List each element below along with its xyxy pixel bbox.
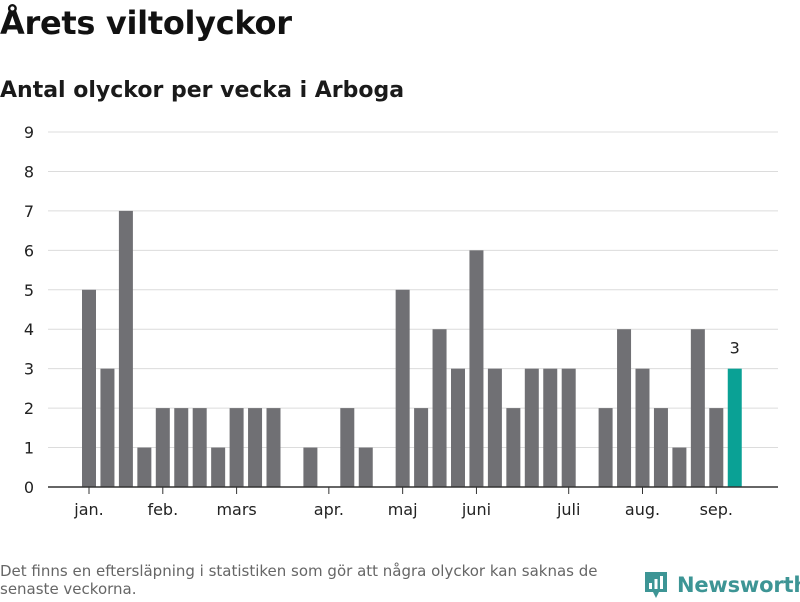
bar — [100, 368, 115, 487]
bar — [155, 408, 170, 487]
bar — [432, 329, 447, 487]
x-tick-label: maj — [388, 500, 418, 519]
bar — [690, 329, 705, 487]
y-tick-label: 1 — [24, 439, 34, 458]
bar — [192, 408, 207, 487]
data-labels: 3 — [730, 339, 740, 358]
gridlines — [48, 131, 778, 449]
bar — [82, 289, 96, 487]
y-tick-label: 8 — [24, 162, 34, 181]
bar — [340, 408, 355, 487]
bar — [266, 408, 281, 487]
y-tick-label: 6 — [24, 241, 34, 260]
bar — [598, 408, 613, 487]
bar — [617, 329, 632, 487]
bar — [137, 447, 152, 487]
chart-title: Årets viltolyckor — [0, 4, 292, 42]
x-axis-month-labels: jan. feb. mars apr. maj juni juli aug. sep. — [73, 487, 733, 519]
bar-chart: 0 1 2 3 4 5 6 7 8 9 jan. feb. mars apr. maj juni juli au… — [24, 123, 778, 519]
brand-name: Newsworthy — [677, 573, 800, 597]
bar — [653, 408, 668, 487]
y-tick-label: 7 — [24, 202, 34, 221]
brand[interactable]: Newsworthy — [643, 568, 800, 602]
bar — [524, 368, 539, 487]
bar — [118, 210, 133, 487]
bar — [303, 447, 318, 487]
data-label: 3 — [730, 339, 740, 358]
y-tick-label: 5 — [24, 281, 34, 300]
bar — [561, 368, 576, 487]
bars — [82, 210, 742, 487]
bar — [709, 408, 724, 487]
bar-highlight — [727, 368, 742, 487]
x-tick-label: sep. — [700, 500, 733, 519]
x-tick-label: apr. — [314, 500, 344, 519]
x-tick-label: mars — [216, 500, 256, 519]
bar — [414, 408, 429, 487]
y-tick-label: 9 — [24, 123, 34, 142]
bar — [635, 368, 650, 487]
newsworthy-logo-icon — [645, 572, 667, 598]
y-axis-ticks: 0 1 2 3 4 5 6 7 8 9 — [24, 123, 34, 497]
bar — [672, 447, 687, 487]
bar — [451, 368, 465, 487]
bar — [395, 289, 410, 487]
x-tick-label: jan. — [73, 500, 103, 519]
bar — [469, 250, 484, 487]
bar — [229, 408, 244, 487]
y-tick-label: 3 — [24, 360, 34, 379]
bar — [174, 408, 189, 487]
bar — [248, 408, 263, 487]
y-tick-label: 4 — [24, 320, 34, 339]
footnote: Det finns en eftersläpning i statistiken… — [0, 562, 598, 598]
x-tick-label: feb. — [147, 500, 178, 519]
y-tick-label: 2 — [24, 399, 34, 418]
chart-subtitle: Antal olyckor per vecka i Arboga — [0, 78, 405, 103]
bar — [506, 408, 521, 487]
x-tick-label: aug. — [625, 500, 660, 519]
bar — [487, 368, 502, 487]
y-tick-label: 0 — [24, 478, 34, 497]
bar — [358, 447, 373, 487]
x-tick-label: juni — [461, 500, 491, 519]
bar — [543, 368, 558, 487]
bar — [211, 447, 226, 487]
x-tick-label: juli — [556, 500, 580, 519]
